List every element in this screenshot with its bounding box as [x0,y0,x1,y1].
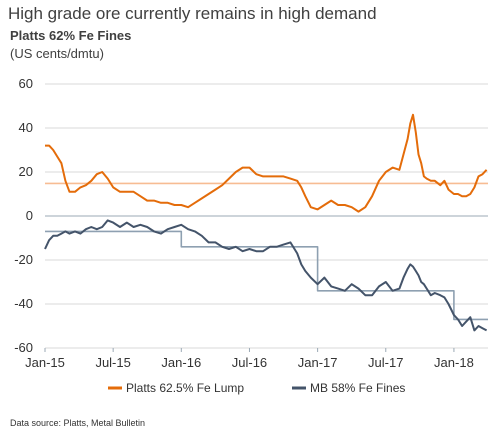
series-line-3 [45,230,488,321]
x-tick-label: Jul-17 [368,355,403,370]
y-tick-label: 0 [26,208,33,223]
x-tick-label: Jan-17 [298,355,338,370]
gridlines [45,83,488,349]
y-tick-label: 60 [19,76,33,91]
y-tick-label: -20 [14,252,33,267]
x-axis-ticks: Jan-15 Jul-15 Jan-16 Jul-16 Jan-17 Jul-17 Jan-… [25,348,474,370]
x-tick-label: Jan-16 [161,355,201,370]
chart-units: (US cents/dmtu) [10,46,104,61]
y-tick-label: -40 [14,296,33,311]
legend-label: Platts 62.5% Fe Lump [126,381,244,395]
series-line-2 [44,219,488,332]
chart-subtitle: Platts 62% Fe Fines [10,28,132,43]
data-source-note: Data source: Platts, Metal Bulletin [10,418,146,428]
series-line-0 [45,113,488,213]
x-tick-label: Jan-18 [434,355,474,370]
chart-title: High grade ore currently remains in high… [8,4,377,23]
y-tick-label: 40 [19,120,33,135]
legend-label: MB 58% Fe Fines [310,381,405,395]
x-tick-label: Jul-16 [232,355,267,370]
y-axis-ticks: 60 40 20 0 -20 -40 -60 [14,76,33,355]
y-tick-label: 20 [19,164,33,179]
x-tick-label: Jul-15 [95,355,130,370]
y-tick-label: -60 [14,340,33,355]
legend: Platts 62.5% Fe Lump MB 58% Fe Fines [108,381,405,395]
series-lines [44,113,488,332]
x-tick-label: Jan-15 [25,355,65,370]
